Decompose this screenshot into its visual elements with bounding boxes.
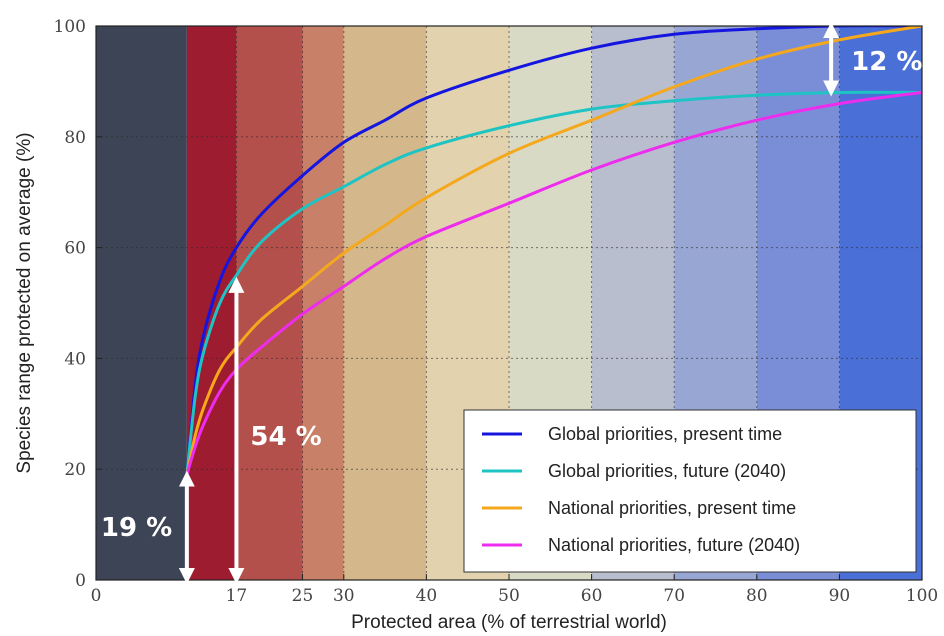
y-axis-label: Species range protected on average (%) [14,132,35,473]
annotation-label: 12 % [851,47,922,77]
x-tick-label: 17 [226,586,248,606]
x-tick-label: 60 [581,586,603,606]
x-tick-label: 80 [746,586,768,606]
legend-label: Global priorities, future (2040) [548,461,786,481]
x-tick-label: 0 [91,586,102,606]
legend-label: Global priorities, present time [548,424,782,444]
x-tick-label: 70 [663,586,685,606]
x-tick-label: 30 [333,586,355,606]
series-line [185,26,922,477]
annotations: 19 % 54 % 12 % [101,22,922,584]
y-tick-label: 60 [64,239,86,259]
legend-box [463,409,917,573]
background-band [96,26,187,580]
legend: Global priorities, present time Global pr… [463,409,917,573]
axis-ticks: 0 17 25 30 40 50 60 70 80 90 100 0 20 40 60 80 100 [54,17,939,606]
annotation-label: 19 % [101,513,172,543]
series-line [185,26,922,477]
x-tick-label: 40 [416,586,438,606]
x-tick-label: 50 [498,586,520,606]
background-band [236,26,303,580]
legend-label: National priorities, present time [548,498,796,518]
y-tick-label: 80 [64,128,86,148]
legend-label: National priorities, future (2040) [548,535,800,555]
y-tick-label: 20 [64,460,86,480]
annotation-label: 54 % [250,422,321,452]
x-tick-label: 100 [906,586,938,606]
background-band [343,26,427,580]
series-line [185,90,922,477]
series-line [185,91,922,477]
y-tick-label: 0 [75,571,86,591]
y-tick-label: 40 [64,349,86,369]
x-tick-label: 90 [829,586,851,606]
x-tick-label: 25 [292,586,314,606]
background-band [302,26,344,580]
x-axis-label: Protected area (% of terrestrial world) [351,612,667,633]
y-tick-label: 100 [54,17,86,37]
series-lines [185,26,922,477]
